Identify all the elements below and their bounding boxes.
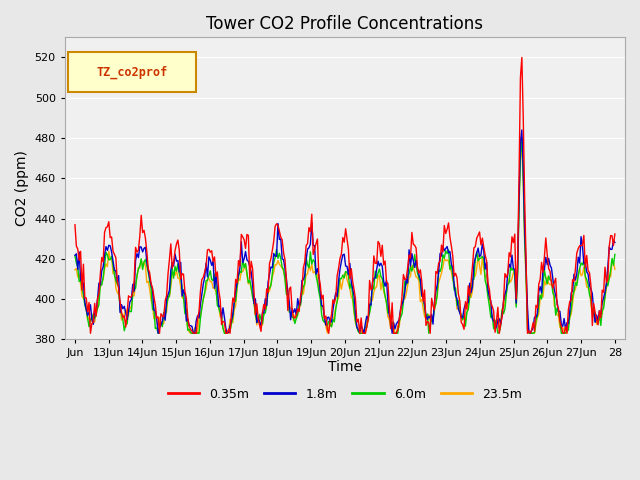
0.35m [518, 55, 525, 60]
0.35m [539, 269, 547, 275]
6.0m [90, 311, 97, 317]
0.35m [610, 242, 618, 248]
Legend: 0.35m, 1.8m, 6.0m, 23.5m: 0.35m, 1.8m, 6.0m, 23.5m [163, 383, 527, 406]
Title: Tower CO2 Profile Concentrations: Tower CO2 Profile Concentrations [207, 15, 483, 33]
23.5m [611, 266, 619, 272]
6.0m [610, 263, 618, 268]
0.35m [91, 300, 99, 306]
Line: 23.5m: 23.5m [75, 148, 615, 333]
1.8m [458, 314, 465, 320]
0.35m [611, 231, 619, 237]
Text: TZ_co2prof: TZ_co2prof [97, 65, 168, 79]
X-axis label: Time: Time [328, 360, 362, 374]
0.35m [86, 330, 94, 336]
1.8m [350, 293, 358, 299]
Line: 0.35m: 0.35m [75, 58, 615, 333]
FancyBboxPatch shape [68, 52, 196, 92]
1.8m [611, 240, 619, 245]
23.5m [610, 259, 618, 265]
23.5m [458, 315, 465, 321]
0.35m [350, 287, 358, 293]
Y-axis label: CO2 (ppm): CO2 (ppm) [15, 150, 29, 226]
6.0m [458, 312, 465, 318]
1.8m [106, 243, 114, 249]
1.8m [539, 267, 547, 273]
6.0m [539, 280, 547, 286]
6.0m [350, 307, 358, 313]
23.5m [518, 145, 525, 151]
6.0m [611, 252, 619, 257]
6.0m [71, 253, 79, 259]
23.5m [350, 311, 358, 316]
23.5m [71, 267, 79, 273]
6.0m [518, 135, 525, 141]
23.5m [106, 257, 114, 263]
0.35m [71, 222, 79, 228]
0.35m [108, 234, 115, 240]
23.5m [539, 294, 547, 300]
1.8m [154, 330, 162, 336]
1.8m [71, 252, 79, 258]
1.8m [518, 127, 525, 133]
6.0m [154, 330, 162, 336]
0.35m [458, 319, 465, 325]
1.8m [610, 238, 618, 243]
6.0m [106, 256, 114, 262]
23.5m [90, 316, 97, 322]
Line: 6.0m: 6.0m [75, 138, 615, 333]
Line: 1.8m: 1.8m [75, 130, 615, 333]
23.5m [187, 330, 195, 336]
1.8m [90, 322, 97, 327]
